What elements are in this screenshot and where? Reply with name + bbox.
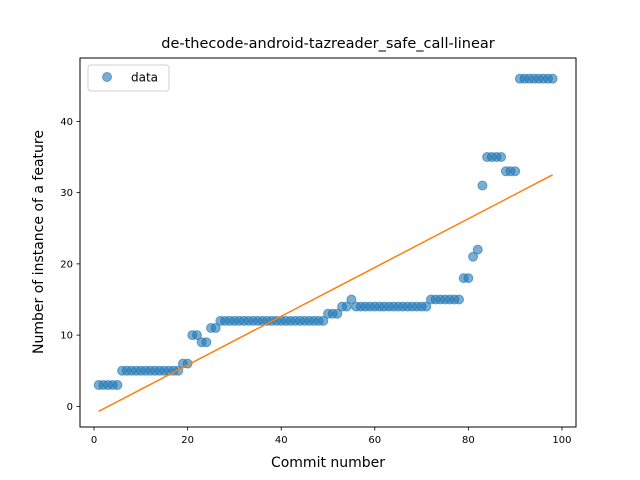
data-point [191,330,202,341]
data-point [332,308,343,319]
data-point [547,73,558,84]
y-tick-label: 40 [60,117,73,128]
y-tick-label: 30 [60,188,73,199]
y-axis-label: Number of instance of a feature [31,130,47,354]
plot-area: 0 20 40 60 80 100 0 10 20 30 40 [60,57,577,446]
legend-box [87,64,170,92]
x-tick-label: 80 [462,435,475,446]
legend: data [87,64,170,92]
data-point [454,294,465,305]
plot-frame [79,57,577,428]
data-point [468,251,479,262]
x-tick-label: 20 [181,435,194,446]
x-axis-label: Commit number [271,455,385,471]
data-point [510,166,521,177]
data-point [496,152,507,163]
data-point [318,315,329,326]
data-point [201,337,212,348]
data-point [463,273,474,284]
data-point [112,379,123,390]
y-tick-label: 0 [67,402,73,413]
y-tick-label: 20 [60,259,73,270]
data-point [421,301,432,312]
fit-line [98,174,553,412]
legend-marker-data [102,72,112,82]
x-tick-label: 100 [552,435,571,446]
data-point [477,180,488,191]
legend-label-data: data [131,71,158,85]
data-point [346,294,357,305]
x-tick-label: 60 [368,435,381,446]
data-point [472,244,483,255]
x-tick-label: 40 [275,435,288,446]
data-point [210,322,221,333]
x-tick-label: 0 [91,435,97,446]
y-tick-label: 10 [60,331,73,342]
chart-title: de-thecode-android-tazreader_safe_call-l… [161,36,494,52]
